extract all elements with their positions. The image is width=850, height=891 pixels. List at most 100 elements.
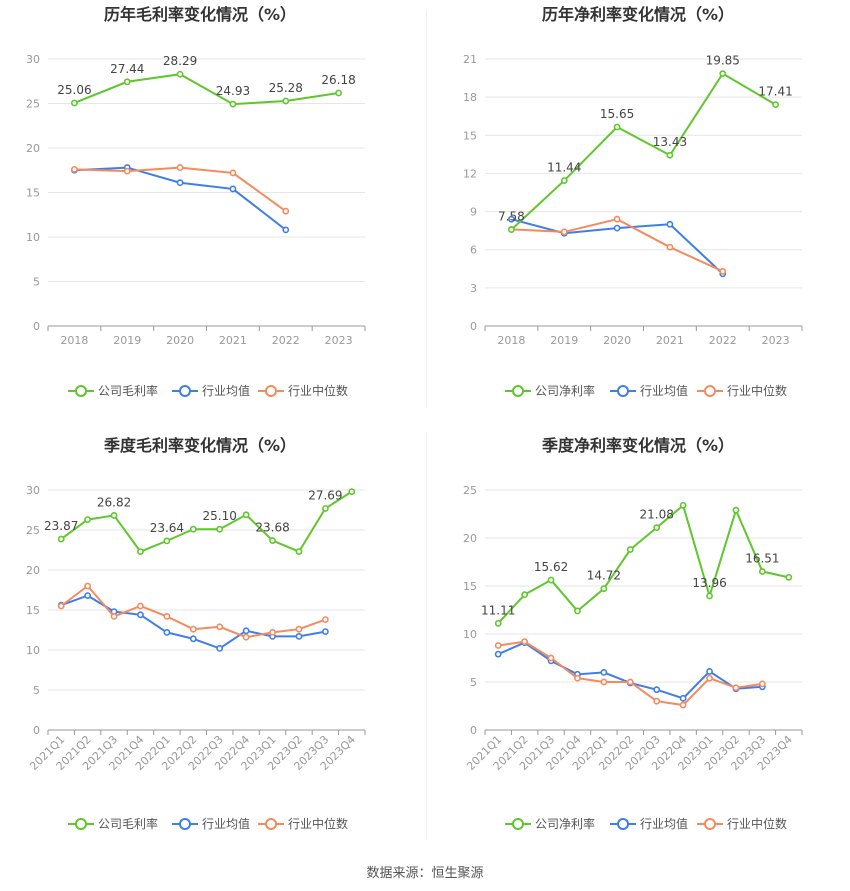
data-point (189, 635, 197, 643)
legend-marker (179, 385, 191, 397)
y-tick-label: 6 (470, 244, 477, 257)
data-point (176, 164, 184, 171)
legend-marker (617, 818, 629, 830)
data-point (679, 694, 687, 702)
y-tick-label: 12 (463, 167, 477, 180)
data-point (772, 101, 779, 109)
data-point (719, 267, 727, 275)
data-point (123, 167, 131, 175)
legend-marker (265, 818, 277, 830)
y-tick-label: 9 (470, 206, 477, 219)
data-label: 27.69 (308, 488, 342, 502)
data-point (321, 616, 329, 623)
chart-title: 历年净利率变化情况（%） (542, 5, 734, 24)
data-label: 28.29 (163, 54, 197, 68)
x-tick-label: 2023 (762, 334, 790, 347)
data-label: 26.82 (97, 495, 131, 509)
y-tick-label: 10 (26, 644, 40, 657)
y-tick-label: 0 (470, 724, 477, 737)
data-point (600, 669, 608, 676)
data-point (71, 99, 78, 107)
y-tick-label: 5 (470, 676, 477, 689)
data-point (679, 501, 687, 509)
legend-marker (265, 385, 277, 397)
y-tick-label: 0 (33, 320, 40, 333)
legend-label: 行业中位数 (288, 383, 348, 398)
data-label: 11.11 (481, 603, 515, 617)
y-tick-label: 0 (470, 320, 477, 333)
source-note: 数据来源：恒生聚源 (366, 866, 484, 881)
data-point (613, 215, 621, 223)
data-point (57, 602, 65, 610)
y-tick-label: 15 (463, 580, 477, 593)
data-label: 16.51 (745, 552, 779, 566)
data-point (494, 650, 502, 658)
data-point (269, 629, 276, 636)
y-tick-label: 10 (26, 231, 40, 244)
data-label: 14.72 (587, 569, 621, 583)
data-point (613, 224, 621, 232)
data-point (574, 674, 581, 682)
data-point (613, 123, 621, 131)
x-tick-label: 2022 (272, 334, 300, 347)
data-point (521, 638, 529, 646)
series-line (74, 73, 339, 106)
data-point (508, 215, 515, 223)
x-tick-label: 2019 (113, 334, 141, 347)
data-point (137, 548, 144, 555)
y-tick-label: 30 (26, 53, 40, 66)
data-point (321, 505, 329, 512)
chart-title: 季度净利率变化情况（%） (541, 436, 734, 455)
data-point (666, 151, 674, 159)
data-point (560, 228, 568, 236)
data-point (706, 674, 713, 682)
y-tick-label: 15 (26, 604, 40, 617)
data-point (269, 537, 276, 544)
legend-label: 行业均值 (640, 383, 688, 398)
x-tick-label: 2020 (166, 334, 194, 347)
data-label: 7.58 (498, 210, 525, 224)
legend-marker (512, 818, 524, 830)
data-label: 25.10 (203, 509, 237, 523)
data-point (494, 619, 502, 627)
data-point (521, 591, 529, 599)
data-point (242, 511, 250, 519)
x-tick-label: 2018 (60, 334, 88, 347)
data-label: 27.44 (110, 62, 144, 76)
legend-marker (75, 385, 87, 397)
data-point (600, 585, 608, 593)
x-tick-label: 2022 (709, 334, 737, 347)
x-tick-label: 2023 (325, 334, 353, 347)
data-point (321, 628, 329, 635)
legend-label: 行业中位数 (288, 816, 348, 831)
data-point (163, 629, 171, 636)
data-point (189, 625, 197, 633)
data-point (242, 633, 250, 641)
legend-label: 公司净利率 (535, 816, 595, 831)
data-point (719, 70, 727, 78)
data-point (137, 611, 144, 619)
series-line (74, 166, 287, 231)
data-point (110, 613, 118, 620)
y-tick-label: 18 (463, 91, 477, 104)
y-tick-label: 20 (26, 142, 40, 155)
legend-label: 行业均值 (202, 383, 250, 398)
legend-label: 公司毛利率 (98, 816, 158, 831)
data-point (282, 207, 290, 215)
data-point (653, 686, 661, 694)
data-point (653, 524, 661, 532)
y-tick-label: 25 (463, 484, 477, 497)
data-point (176, 179, 184, 187)
legend-label: 行业均值 (202, 816, 250, 831)
legend-marker (75, 818, 87, 830)
data-point (758, 568, 766, 575)
data-point (494, 642, 502, 649)
data-point (110, 512, 118, 519)
data-point (137, 602, 144, 610)
data-point (71, 165, 78, 173)
data-point (626, 546, 634, 553)
y-tick-label: 30 (26, 484, 40, 497)
data-point (732, 506, 740, 514)
data-point (84, 516, 92, 523)
